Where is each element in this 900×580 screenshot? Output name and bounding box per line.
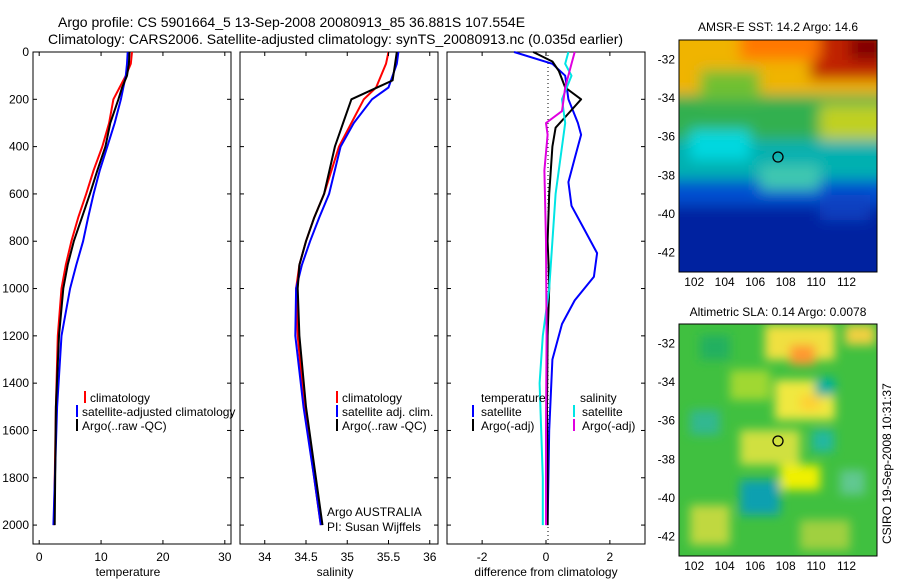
sla-map-xtick-label: 104 <box>715 559 735 573</box>
sst-map-xtick-label: 102 <box>684 275 704 289</box>
depth-tick-label: 800 <box>9 234 29 248</box>
temperature-series-0 <box>53 51 133 526</box>
sla-map-xtick-label: 102 <box>684 559 704 573</box>
salinity-xtick-label: 36 <box>423 550 437 564</box>
sst-map-ytick-label: -34 <box>658 91 676 105</box>
legend-argo: Argo(..raw -QC) <box>342 419 427 433</box>
salinity-axes <box>239 51 439 545</box>
temperature-xtick-label: 30 <box>218 550 232 564</box>
legend-sal-satellite: satellite <box>582 405 623 419</box>
sla-map-ytick-label: -40 <box>658 491 676 505</box>
temperature-xtick-label: 10 <box>94 550 108 564</box>
difference-series-2 <box>538 51 573 526</box>
difference-xlabel: difference from climatology <box>474 565 617 579</box>
sla-map-ytick-label: -36 <box>658 414 676 428</box>
sla-map-title: Altimetric SLA: 0.14 Argo: 0.0078 <box>690 305 867 319</box>
sla-map-ytick-label: -38 <box>658 452 676 466</box>
temperature-xtick-label: 20 <box>156 550 170 564</box>
sla-map-ytick-label: -34 <box>658 375 676 389</box>
sst-map-ytick-label: -36 <box>658 130 676 144</box>
salinity-series-1 <box>294 51 400 526</box>
sla-map-frame <box>678 323 878 557</box>
sst-map-title: AMSR-E SST: 14.2 Argo: 14.6 <box>698 20 858 34</box>
sla-map-xtick-label: 106 <box>745 559 765 573</box>
depth-tick-label: 1800 <box>2 471 29 485</box>
depth-tick-label: 1600 <box>2 423 29 437</box>
temperature-xtick-label: 0 <box>36 550 43 564</box>
salinity-xtick-label: 34.5 <box>294 550 318 564</box>
legend-climatology: climatology <box>90 391 150 405</box>
salinity-xtick-label: 34 <box>258 550 272 564</box>
legend-argo: Argo(..raw -QC) <box>82 419 167 433</box>
sst-heatmap <box>679 40 877 272</box>
sst-map-ytick-label: -40 <box>658 207 676 221</box>
sst-map-frame <box>678 39 878 273</box>
difference-series-1 <box>532 51 583 526</box>
sst-map-ytick-label: -38 <box>658 168 676 182</box>
difference-xtick-label: -2 <box>477 550 488 564</box>
depth-tick-label: 1000 <box>2 282 29 296</box>
sst-map-xtick-label: 104 <box>715 275 735 289</box>
temperature-series-1 <box>52 51 129 526</box>
legend-temp-argo: Argo(-adj) <box>481 419 534 433</box>
sst-map-xtick-label: 110 <box>807 275 826 289</box>
profile-lines <box>52 51 599 526</box>
salinity-xtick-label: 35.5 <box>377 550 401 564</box>
depth-tick-label: 200 <box>9 92 29 106</box>
depth-tick-label: 0 <box>22 45 29 59</box>
difference-xtick-label: 2 <box>607 550 614 564</box>
temperature-legend: climatology satellite-adjusted climatolo… <box>76 391 235 433</box>
sla-map-xtick-label: 108 <box>776 559 796 573</box>
sst-argo-marker <box>772 151 784 163</box>
legend-satellite-adjusted: satellite-adjusted climatology <box>82 405 235 419</box>
title-line-1: Argo profile: CS 5901664_5 13-Sep-2008 2… <box>58 14 525 30</box>
depth-tick-label: 1200 <box>2 329 29 343</box>
difference-xtick-label: 0 <box>543 550 550 564</box>
sla-map-xtick-label: 112 <box>837 559 856 573</box>
timestamp-label: CSIRO 19-Sep-2008 10:31:37 <box>880 383 894 544</box>
depth-tick-label: 400 <box>9 140 29 154</box>
annotation-line-1: Argo AUSTRALIA <box>327 505 422 519</box>
legend-sal-argo: Argo(-adj) <box>582 419 635 433</box>
salinity-legend: climatology satellite adj. clim. Argo(..… <box>327 391 433 534</box>
legend-satellite-adj: satellite adj. clim. <box>342 405 433 419</box>
annotation-line-2: PI: Susan Wijffels <box>327 520 421 534</box>
depth-tick-label: 1400 <box>2 376 29 390</box>
title-line-2: Climatology: CARS2006. Satellite-adjuste… <box>48 31 623 47</box>
salinity-series-2 <box>296 51 398 526</box>
difference-series-3 <box>543 51 576 526</box>
sst-map-ytick-label: -42 <box>658 246 676 260</box>
legend-temperature-title: temperature <box>481 391 546 405</box>
sla-heatmap <box>679 324 877 556</box>
sla-map-ytick-label: -32 <box>658 336 676 350</box>
temperature-series-2 <box>53 51 131 526</box>
sst-map-xtick-label: 108 <box>776 275 796 289</box>
sst-map-xtick-label: 106 <box>745 275 765 289</box>
difference-legend: temperature satellite Argo(-adj) salinit… <box>472 391 635 433</box>
sla-argo-marker <box>772 435 784 447</box>
legend-temp-satellite: satellite <box>481 405 522 419</box>
legend-climatology: climatology <box>342 391 402 405</box>
temperature-xlabel: temperature <box>96 565 161 579</box>
sst-map-xtick-label: 112 <box>837 275 856 289</box>
legend-salinity-title: salinity <box>580 391 617 405</box>
sst-map-ytick-label: -32 <box>658 52 676 66</box>
depth-tick-label: 600 <box>9 187 29 201</box>
depth-tick-label: 2000 <box>2 518 29 532</box>
difference-series-0 <box>513 51 599 526</box>
sla-map-ytick-label: -42 <box>658 530 676 544</box>
salinity-xtick-label: 35 <box>341 550 355 564</box>
salinity-xlabel: salinity <box>317 565 354 579</box>
sla-map-xtick-label: 110 <box>807 559 826 573</box>
